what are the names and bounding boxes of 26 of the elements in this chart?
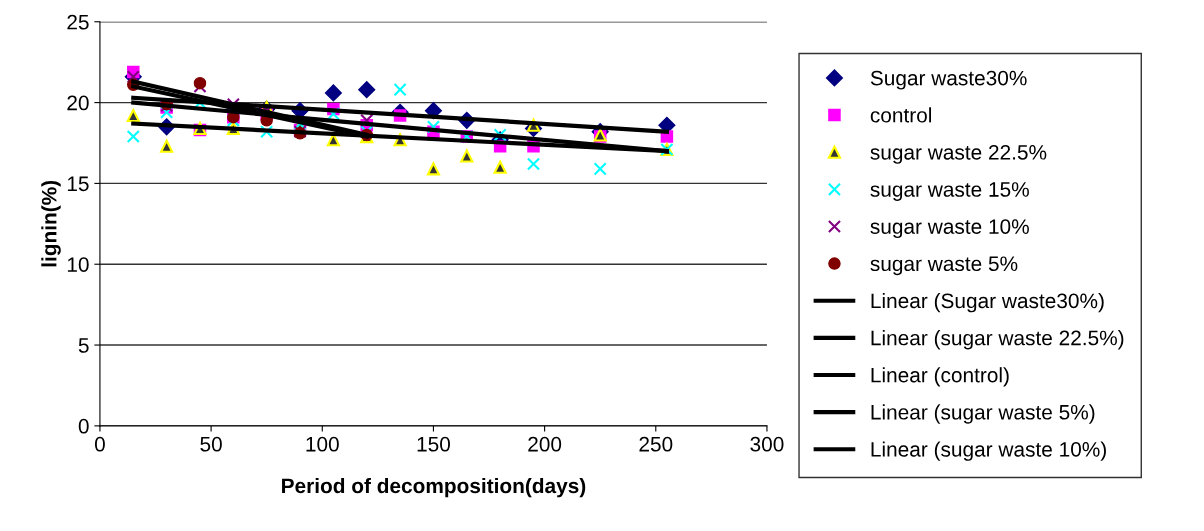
y-tick-label: 15 bbox=[67, 176, 89, 192]
y-tick-label: 5 bbox=[78, 338, 89, 353]
x-axis-title: Period of decomposition(days) bbox=[282, 477, 586, 498]
y-tick-label: 10 bbox=[67, 257, 89, 272]
x-tick-label: 300 bbox=[750, 436, 784, 452]
legend-label: Linear (sugar waste 10%) bbox=[871, 441, 1106, 461]
legend-label: sugar waste 10% bbox=[870, 219, 1029, 239]
y-tick-label: 25 bbox=[67, 14, 89, 30]
legend-label: Sugar waste30% bbox=[870, 70, 1027, 90]
legend-label: Linear (control) bbox=[871, 367, 1009, 387]
x-tick-label: 150 bbox=[417, 436, 451, 452]
legend-label: Linear (Sugar waste30%) bbox=[871, 292, 1104, 313]
x-tick-label: 50 bbox=[200, 436, 222, 452]
x-tick-label: 100 bbox=[306, 436, 339, 452]
y-tick-label: 20 bbox=[67, 95, 89, 111]
legend-label: Linear (sugar waste 22.5%) bbox=[871, 330, 1124, 350]
legend-label: sugar waste 15% bbox=[870, 182, 1029, 201]
x-tick-label: 250 bbox=[639, 436, 673, 452]
legend-label: sugar waste 5% bbox=[870, 256, 1018, 276]
legend-label: sugar waste 22.5% bbox=[870, 144, 1047, 164]
legend-label: Linear (sugar waste 5%) bbox=[871, 404, 1095, 424]
x-tick-label: 0 bbox=[94, 436, 105, 452]
x-tick-label: 200 bbox=[528, 436, 562, 452]
y-tick-label: 0 bbox=[78, 418, 89, 434]
y-axis-title: lignin(%) bbox=[41, 180, 61, 267]
legend-label: control bbox=[870, 107, 932, 123]
